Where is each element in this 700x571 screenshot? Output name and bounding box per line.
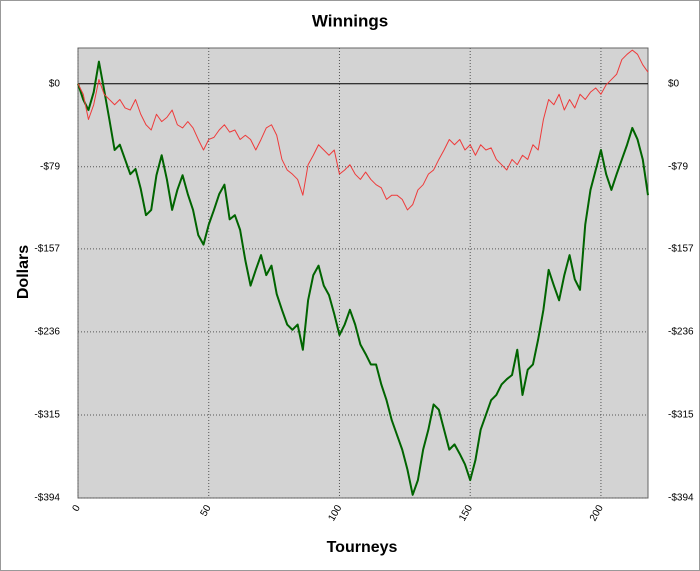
y-tick-label: $0 — [49, 78, 61, 89]
y-tick-label: -$236 — [34, 327, 60, 338]
y-tick-label: -$236 — [668, 327, 694, 338]
y-tick-label: -$315 — [34, 410, 60, 421]
data-line — [77, 49, 649, 211]
x-axis-title: Tourneys — [327, 539, 398, 556]
x-tick-label: 50 — [199, 503, 214, 519]
y-tick-label: -$79 — [40, 161, 60, 172]
y-tick-label: -$394 — [34, 493, 60, 504]
y-tick-label: -$315 — [668, 410, 694, 421]
y-tick-label: -$157 — [34, 243, 60, 254]
y-tick-label: $0 — [668, 78, 680, 89]
data-line — [77, 60, 649, 496]
chart-title: Winnings — [312, 11, 388, 30]
y-tick-label: -$394 — [668, 493, 694, 504]
y-axis-title: Dollars — [15, 245, 32, 299]
y-tick-label: -$157 — [668, 243, 694, 254]
x-tick-label: 0 — [71, 503, 84, 514]
y-tick-label: -$79 — [668, 161, 688, 172]
plot-area — [77, 47, 649, 499]
